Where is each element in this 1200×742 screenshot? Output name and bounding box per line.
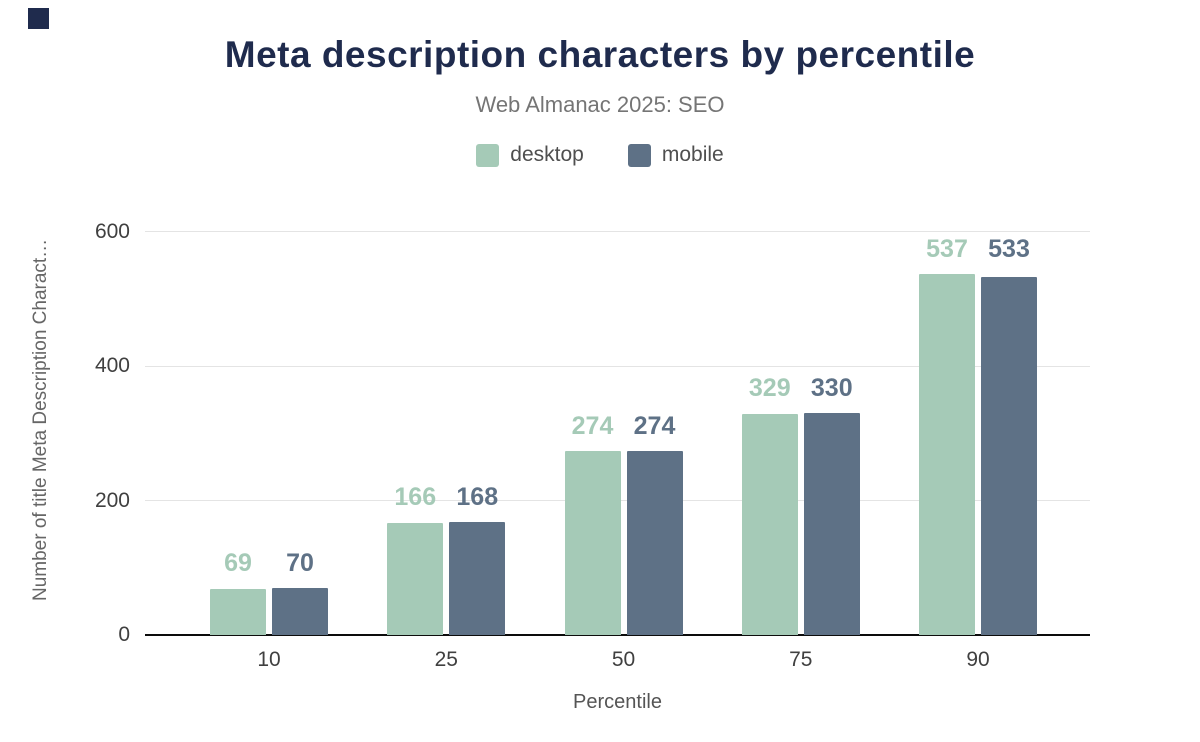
- bar-desktop-p75: [741, 413, 798, 635]
- legend-swatch-desktop: [476, 143, 500, 167]
- legend-label-mobile: mobile: [661, 143, 724, 166]
- y-tick-0: 0: [118, 623, 130, 646]
- x-tick-25: 25: [434, 648, 458, 671]
- bar-desktop-p90: [919, 273, 975, 635]
- bar-value-mobile-p75: 330: [810, 374, 853, 403]
- x-tick-90: 90: [966, 648, 990, 671]
- legend-swatch-mobile: [627, 143, 651, 167]
- bar-desktop-p25: [387, 523, 444, 635]
- y-tick-400: 400: [94, 354, 130, 377]
- bar-mobile-p25: [449, 522, 506, 635]
- x-tick-50: 50: [611, 648, 636, 671]
- y-tick-600: 600: [94, 219, 130, 243]
- bar-value-mobile-p90: 533: [988, 234, 1030, 263]
- bar-value-desktop-p25: 166: [394, 483, 437, 512]
- legend-item-desktop: desktop: [476, 143, 584, 167]
- bar-value-mobile-p25: 168: [456, 483, 499, 512]
- bar-desktop-p10: [210, 588, 266, 635]
- bar-mobile-p50: [626, 450, 683, 635]
- gridline-600: [145, 231, 1090, 232]
- bar-mobile-p75: [803, 413, 860, 635]
- gridline-400: [145, 365, 1090, 367]
- bar-value-desktop-p10: 69: [224, 548, 252, 577]
- x-axis-line: [145, 634, 1090, 636]
- bar-value-desktop-p50: 274: [571, 411, 614, 440]
- y-tick-200: 200: [94, 488, 130, 512]
- legend-label-desktop: desktop: [510, 143, 584, 166]
- x-axis-label: Percentile: [573, 691, 662, 713]
- bar-mobile-p90: [981, 276, 1037, 635]
- legend-item-mobile: mobile: [627, 143, 724, 167]
- bar-value-desktop-p90: 537: [926, 234, 968, 263]
- x-tick-10: 10: [257, 648, 281, 671]
- bar-value-desktop-p75: 329: [748, 374, 791, 403]
- bar-desktop-p50: [564, 450, 621, 635]
- bar-value-mobile-p10: 70: [286, 548, 314, 577]
- x-tick-75: 75: [789, 648, 813, 671]
- bar-mobile-p10: [272, 587, 328, 635]
- bar-value-mobile-p50: 274: [633, 411, 676, 440]
- chart-title: Meta description characters by percentil…: [224, 34, 976, 75]
- legend: desktop mobile: [0, 143, 1200, 167]
- corner-mark: [28, 8, 49, 29]
- chart-subtitle: Web Almanac 2025: SEO: [475, 92, 725, 117]
